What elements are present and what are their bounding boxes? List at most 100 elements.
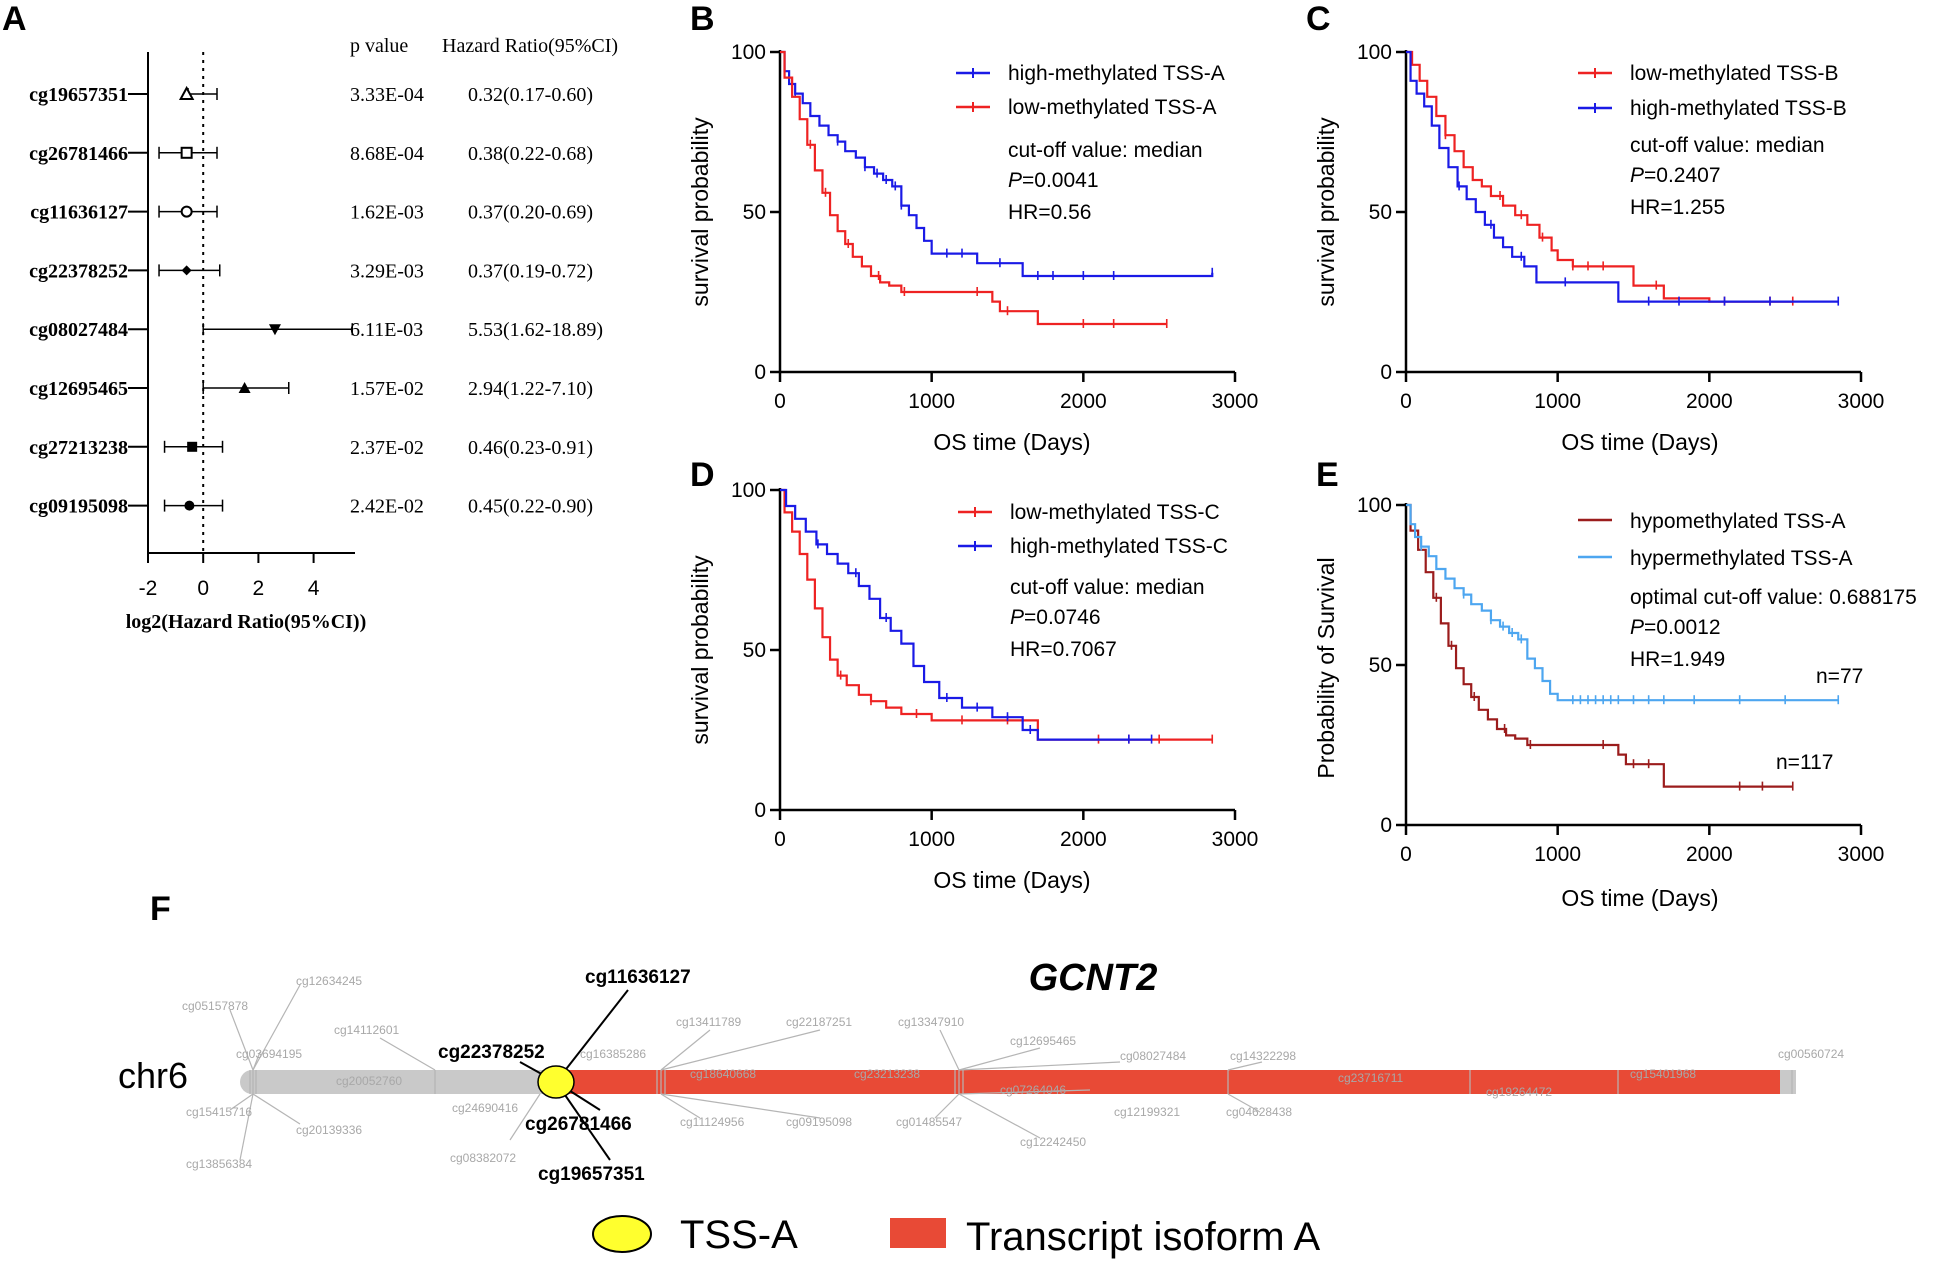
- forest-point-marker: [238, 382, 251, 393]
- forest-hr-value: 0.37(0.20-0.69): [468, 202, 593, 224]
- km-y-tick-label: 50: [1369, 654, 1392, 677]
- forest-row: cg27213238 2.37E-02 0.46(0.23-0.91): [29, 437, 593, 459]
- km-e-cutoff: optimal cut-off value: 0.688175: [1630, 586, 1917, 609]
- km-x-tick-label: 1000: [908, 390, 955, 413]
- leader-cg11636127: [555, 989, 629, 1083]
- legend-transcript-swatch: [890, 1218, 946, 1248]
- forest-row: cg08027484 6.11E-03 5.53(1.62-18.89): [29, 319, 603, 341]
- probe-label: cg20139336: [296, 1123, 362, 1137]
- probe-leader: [660, 1029, 821, 1071]
- probe-leader: [252, 1051, 261, 1071]
- probe-label: cg12634245: [296, 974, 362, 988]
- km-x-tick-label: 2000: [1686, 843, 1733, 866]
- probe-label: cg09195098: [786, 1115, 852, 1129]
- forest-x-label: log2(Hazard Ratio(95%CI)): [126, 611, 367, 633]
- forest-probe-label: cg26781466: [29, 143, 128, 165]
- forest-point-marker: [184, 500, 195, 511]
- probe-label-inside: cg23716711: [1338, 1071, 1404, 1085]
- probe-leader: [660, 1029, 711, 1071]
- km-series-second-line: [780, 50, 1167, 326]
- km-b-legend: high-methylated TSS-A low-methylated TSS…: [956, 62, 1225, 224]
- tss-a-probes: cg11636127 cg22378252 cg26781466 cg19657…: [438, 967, 691, 1185]
- legend-label-low-a: low-methylated TSS-A: [1008, 96, 1217, 119]
- km-series-first-line: [1406, 50, 1793, 303]
- probe-leader: [958, 1089, 1091, 1095]
- probe-leader: [939, 1029, 960, 1071]
- km-y-tick-label: 50: [743, 201, 766, 224]
- km-x-tick-label: 2000: [1686, 390, 1733, 413]
- forest-hr-value: 2.94(1.22-7.10): [468, 378, 593, 400]
- panel-letter-f: F: [150, 890, 171, 928]
- forest-probe-label: cg12695465: [29, 378, 128, 400]
- km-y-tick-label: 100: [731, 479, 766, 502]
- panel-a-forest-plot: A p value Hazard Ratio(95%CI) cg19657351…: [2, 0, 618, 633]
- probe-label-inside: cg23213238: [854, 1067, 920, 1081]
- km-x-tick-label: 3000: [1212, 828, 1259, 851]
- probe-leader: [958, 1093, 1041, 1139]
- km-x-tick-label: 1000: [1534, 843, 1581, 866]
- forest-p-value: 3.29E-03: [350, 260, 424, 282]
- forest-p-value: 1.57E-02: [350, 378, 424, 400]
- probe-label: cg11124956: [680, 1115, 745, 1129]
- probe-leader: [934, 1093, 960, 1119]
- forest-row: cg11636127 1.62E-03 0.37(0.20-0.69): [30, 202, 593, 224]
- km-x-tick-label: 0: [1400, 390, 1412, 413]
- probe-leader: [509, 1093, 541, 1141]
- legend-label-low-b: low-methylated TSS-B: [1630, 62, 1839, 85]
- km-x-tick-label: 3000: [1838, 843, 1885, 866]
- legend-transcript-label: Transcript isoform A: [966, 1215, 1320, 1259]
- forest-hr-value: 0.38(0.22-0.68): [468, 143, 593, 165]
- forest-x-ticks: -2 0 2 4: [139, 553, 320, 600]
- probe-leader: [252, 1093, 301, 1125]
- forest-row: cg26781466 8.68E-04 0.38(0.22-0.68): [29, 143, 593, 165]
- legend-tss-a-icon: [592, 1215, 652, 1253]
- probe-leader: [379, 1037, 436, 1071]
- km-e-legend: hypomethylated TSS-A hypermethylated TSS…: [1578, 510, 1917, 774]
- forest-p-value: 1.62E-03: [350, 202, 424, 224]
- km-y-tick-label: 50: [743, 639, 766, 662]
- forest-probe-label: cg27213238: [29, 437, 128, 459]
- forest-x-tick-label: 2: [253, 577, 265, 600]
- km-b-hr: HR=0.56: [1008, 201, 1091, 224]
- forest-p-value: 8.68E-04: [350, 143, 424, 165]
- forest-row: cg09195098 2.42E-02 0.45(0.22-0.90): [29, 496, 593, 518]
- forest-probe-label: cg11636127: [30, 202, 128, 224]
- probe-label: cg03694195: [236, 1047, 302, 1061]
- km-y-tick-label: 0: [754, 799, 766, 822]
- panel-f-gene-track: F GCNT2 chr6: [118, 890, 1844, 1259]
- km-series-first-line: [780, 50, 1214, 278]
- forest-row: cg19657351 3.33E-04 0.32(0.17-0.60): [29, 84, 593, 106]
- probe-leader: [958, 1061, 1121, 1071]
- km-x-tick-label: 3000: [1212, 390, 1259, 413]
- forest-rows: cg19657351 3.33E-04 0.32(0.17-0.60) cg26781…: [29, 84, 603, 518]
- km-e-n-hyper: n=77: [1816, 665, 1863, 688]
- panel-b-km-plot: B survival probability OS time (Days) hi…: [687, 0, 1225, 455]
- km-y-tick-label: 100: [731, 41, 766, 64]
- km-b-cutoff: cut-off value: median: [1008, 139, 1203, 162]
- probe-label-inside: cg20052760: [336, 1074, 402, 1088]
- km-c-cutoff: cut-off value: median: [1630, 134, 1825, 157]
- probe-leader: [229, 1009, 254, 1071]
- forest-point-marker: [178, 85, 195, 100]
- probe-label: cg00560724: [1778, 1047, 1844, 1061]
- probe-bold-label: cg19657351: [538, 1164, 645, 1185]
- km-y-tick-label: 100: [1357, 494, 1392, 517]
- panel-letter-c: C: [1306, 0, 1331, 38]
- probe-label-inside: cg18640668: [690, 1067, 756, 1081]
- probe-leader: [660, 1093, 701, 1119]
- panel-letter-d: D: [690, 456, 715, 494]
- legend-label-low-c: low-methylated TSS-C: [1010, 501, 1220, 524]
- chromosome-label: chr6: [118, 1055, 188, 1096]
- km-d-y-label: survival probability: [687, 555, 713, 745]
- probe-label: cg13347910: [898, 1015, 964, 1029]
- forest-probe-label: cg09195098: [29, 496, 128, 518]
- forest-x-tick-label: 0: [197, 577, 209, 600]
- probe-label: cg08027484: [1120, 1049, 1186, 1063]
- km-y-tick-label: 50: [1369, 201, 1392, 224]
- forest-point-marker: [180, 205, 193, 218]
- probe-label: cg22187251: [786, 1015, 852, 1029]
- probe-label: cg14322298: [1230, 1049, 1296, 1063]
